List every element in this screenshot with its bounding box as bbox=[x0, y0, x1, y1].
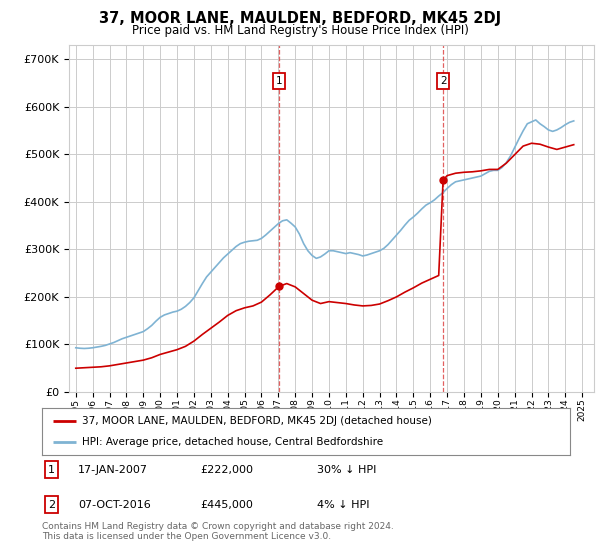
Text: 4% ↓ HPI: 4% ↓ HPI bbox=[317, 500, 369, 510]
Text: 17-JAN-2007: 17-JAN-2007 bbox=[78, 465, 148, 475]
Text: 2: 2 bbox=[48, 500, 55, 510]
Text: 07-OCT-2016: 07-OCT-2016 bbox=[78, 500, 151, 510]
Text: 1: 1 bbox=[275, 76, 283, 86]
Text: HPI: Average price, detached house, Central Bedfordshire: HPI: Average price, detached house, Cent… bbox=[82, 437, 383, 447]
Text: 1: 1 bbox=[48, 465, 55, 475]
Text: 37, MOOR LANE, MAULDEN, BEDFORD, MK45 2DJ (detached house): 37, MOOR LANE, MAULDEN, BEDFORD, MK45 2D… bbox=[82, 416, 431, 426]
Text: Contains HM Land Registry data © Crown copyright and database right 2024.
This d: Contains HM Land Registry data © Crown c… bbox=[42, 522, 394, 542]
Text: £222,000: £222,000 bbox=[200, 465, 253, 475]
Text: 30% ↓ HPI: 30% ↓ HPI bbox=[317, 465, 376, 475]
Text: 2: 2 bbox=[440, 76, 446, 86]
Text: 37, MOOR LANE, MAULDEN, BEDFORD, MK45 2DJ: 37, MOOR LANE, MAULDEN, BEDFORD, MK45 2D… bbox=[99, 11, 501, 26]
Text: £445,000: £445,000 bbox=[200, 500, 253, 510]
Text: Price paid vs. HM Land Registry's House Price Index (HPI): Price paid vs. HM Land Registry's House … bbox=[131, 24, 469, 36]
